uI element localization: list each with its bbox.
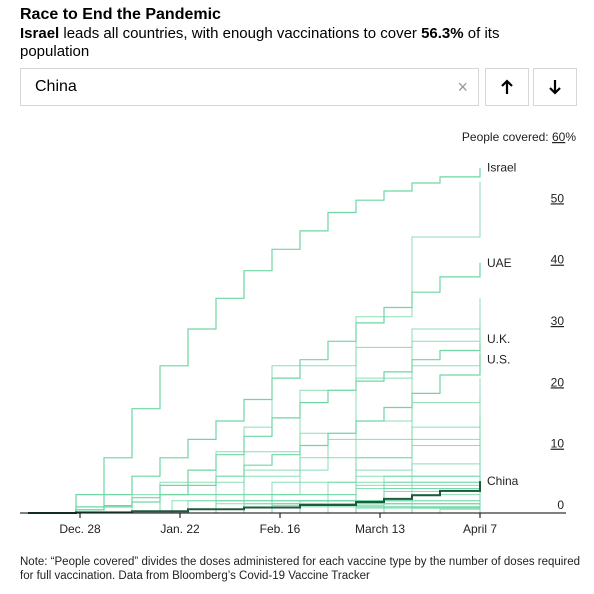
series-label-u-k: U.K. <box>487 332 510 346</box>
vaccination-chart: Israel UAE U.K. U.S. China Dec. 28 Jan. 22 Feb.… <box>20 130 576 536</box>
series-line-4 <box>48 329 481 514</box>
arrow-up-icon <box>501 79 513 94</box>
x-tick-label: April 7 <box>463 522 497 536</box>
y-tick-label: 50 <box>551 191 565 205</box>
series-label-u-s: U.S. <box>487 353 510 367</box>
y-tick-label: People covered: 60% <box>462 130 576 144</box>
page-title: Race to End the Pandemic <box>20 6 221 23</box>
series-label-uae: UAE <box>487 256 512 270</box>
x-tick-label: Jan. 22 <box>160 522 200 536</box>
arrow-down-icon <box>549 80 561 95</box>
x-tick-label: Dec. 28 <box>59 522 101 536</box>
country-search: × <box>20 68 479 106</box>
country-search-input[interactable] <box>35 77 435 97</box>
next-country-button[interactable] <box>533 68 577 106</box>
leader-value: 56.3% <box>421 25 464 42</box>
y-tick-label: 10 <box>551 437 565 451</box>
series-line-china <box>28 481 481 514</box>
close-icon[interactable]: × <box>457 77 468 97</box>
series-line-11 <box>80 445 481 514</box>
x-tick-label: March 13 <box>355 522 405 536</box>
series-line-israel <box>48 167 481 514</box>
leader-country: Israel <box>20 25 60 42</box>
series-label-china: China <box>487 474 519 488</box>
series-label-israel: Israel <box>487 161 516 175</box>
y-tick-label: 30 <box>551 314 565 328</box>
series-line-2 <box>96 298 481 514</box>
y-tick-label: 40 <box>551 253 565 267</box>
y-tick-label: 0 <box>557 498 564 512</box>
page-subtitle: Israel leads all countries, with enough … <box>20 25 540 61</box>
footnote: Note: “People covered” divides the doses… <box>20 556 580 582</box>
series-line-u-s <box>28 353 481 514</box>
x-tick-label: Feb. 16 <box>260 522 301 536</box>
previous-country-button[interactable] <box>485 68 529 106</box>
y-tick-label: 20 <box>551 375 565 389</box>
series-line-uae <box>40 262 481 514</box>
subtitle-end: of its population <box>20 25 500 60</box>
series-line-1 <box>48 181 481 514</box>
subtitle-text: leads all countries, with enough vaccina… <box>59 25 422 42</box>
